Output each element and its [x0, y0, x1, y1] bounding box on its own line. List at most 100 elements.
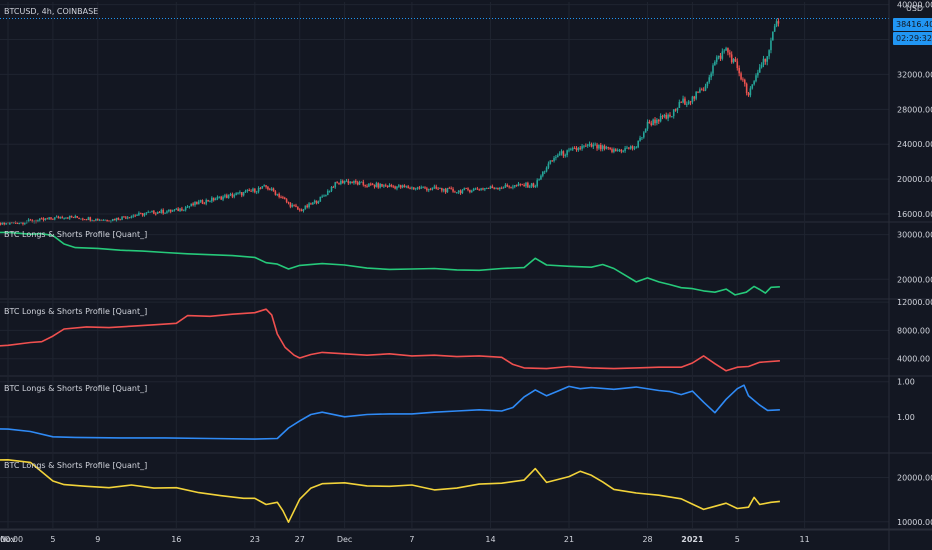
- candle-body: [652, 119, 654, 126]
- candle-body: [250, 191, 252, 192]
- candle-body: [216, 196, 219, 200]
- candle-body: [358, 181, 361, 185]
- candle-body: [646, 121, 649, 129]
- candle-body: [566, 150, 568, 156]
- candle-body: [714, 61, 716, 66]
- candle-body: [583, 145, 585, 147]
- candle-body: [242, 192, 245, 196]
- candle-body: [403, 185, 406, 187]
- candle-body: [214, 199, 217, 201]
- candle-body: [248, 190, 251, 192]
- candle-body: [719, 55, 722, 59]
- candle-body: [715, 57, 718, 62]
- candle-body: [643, 132, 645, 138]
- candle-body: [246, 190, 249, 192]
- candle-body: [629, 146, 632, 149]
- candle-body: [710, 73, 712, 78]
- candle-body: [755, 75, 757, 82]
- candle-body: [517, 183, 520, 186]
- candle-body: [730, 54, 733, 63]
- candle-body: [300, 209, 303, 211]
- x-tick-label: 21: [564, 535, 574, 544]
- candle-body: [751, 84, 754, 89]
- x-tick-label: 2021: [681, 535, 704, 544]
- candle-body: [528, 186, 531, 188]
- candle-body: [431, 187, 434, 190]
- candle-body: [732, 59, 735, 63]
- y-tick-label: 30000.00: [897, 231, 932, 240]
- candle-body: [686, 103, 688, 105]
- candle-body: [579, 147, 582, 149]
- candle-body: [74, 216, 77, 218]
- candle-body: [386, 186, 389, 188]
- candle-body: [571, 148, 574, 150]
- candle-body: [68, 215, 71, 219]
- candle-body: [334, 182, 337, 188]
- candle-body: [289, 202, 292, 207]
- candle-body: [111, 219, 114, 221]
- candle-body: [532, 183, 535, 187]
- candle-body: [57, 216, 60, 219]
- candle-body: [637, 140, 639, 148]
- candle-body: [399, 185, 402, 188]
- candle-body: [626, 147, 628, 149]
- candle-body: [773, 26, 776, 32]
- y-tick-label: 20000.00: [897, 275, 932, 284]
- candle-body: [145, 212, 148, 214]
- y-tick-label: 20000.00: [897, 175, 932, 184]
- candle-body: [545, 167, 548, 172]
- candle-body: [515, 185, 518, 186]
- pane-4-title: BTC Longs & Shorts Profile [Quant_]: [4, 461, 148, 470]
- candle-body: [341, 180, 344, 184]
- candle-body: [493, 188, 495, 189]
- candle-body: [95, 218, 97, 221]
- candle-body: [267, 186, 269, 190]
- candle-body: [556, 155, 559, 158]
- candle-body: [476, 188, 479, 190]
- candle-body: [38, 218, 41, 221]
- candle-body: [704, 86, 707, 91]
- candle-body: [508, 186, 510, 188]
- candle-body: [510, 187, 512, 188]
- candle-body: [96, 218, 99, 221]
- candle-body: [708, 77, 711, 82]
- candle-body: [310, 203, 312, 205]
- candle-body: [674, 109, 677, 111]
- candle-body: [697, 91, 699, 93]
- candle-body: [760, 65, 763, 68]
- candle-body: [603, 145, 606, 149]
- candle-body: [265, 185, 267, 187]
- candle-body: [601, 145, 604, 150]
- candle-body: [325, 195, 327, 196]
- candle-body: [474, 188, 477, 190]
- candle-body: [336, 182, 338, 184]
- candle-body: [594, 144, 596, 146]
- candle-body: [699, 89, 701, 93]
- candle-body: [478, 189, 481, 191]
- candle-body: [169, 209, 172, 212]
- candle-body: [182, 209, 185, 211]
- candle-body: [497, 187, 499, 190]
- candle-body: [139, 212, 142, 214]
- candle-body: [27, 219, 30, 222]
- candle-body: [377, 183, 380, 188]
- candle-body: [467, 188, 469, 191]
- candle-body: [102, 220, 105, 222]
- currency-label[interactable]: USD: [906, 4, 924, 13]
- candle-body: [564, 155, 567, 156]
- candle-body: [65, 217, 67, 219]
- candle-body: [650, 123, 653, 126]
- candle-body: [577, 147, 580, 151]
- candle-body: [661, 115, 664, 117]
- candle-body: [452, 188, 454, 192]
- candle-body: [177, 208, 179, 212]
- candle-body: [263, 185, 265, 187]
- candle-body: [332, 186, 335, 188]
- candle-body: [371, 183, 374, 186]
- candle-body: [560, 151, 563, 154]
- candle-body: [211, 197, 213, 202]
- candle-body: [153, 210, 155, 214]
